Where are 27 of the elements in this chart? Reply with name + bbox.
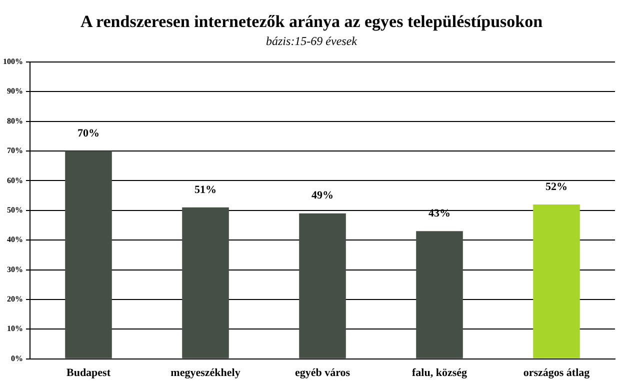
data-label: 51% <box>194 184 216 196</box>
bar <box>299 213 346 358</box>
x-tick-label: egyéb város <box>294 367 351 380</box>
x-tick-label: falu, község <box>412 367 468 380</box>
data-label: 52% <box>546 180 568 193</box>
bar <box>416 231 463 358</box>
y-tick-label: 30% <box>7 264 23 274</box>
bar <box>182 207 229 358</box>
data-label: 49% <box>312 190 334 202</box>
x-tick-label: országos átlag <box>523 367 590 380</box>
y-tick-label: 70% <box>7 146 23 156</box>
x-tick-label: megyeszékhely <box>170 367 241 380</box>
y-tick-label: 20% <box>7 294 23 304</box>
y-tick-label: 60% <box>7 176 23 185</box>
y-tick-label: 80% <box>7 116 23 126</box>
data-label: 70% <box>78 127 100 140</box>
y-tick-label: 0% <box>11 354 23 363</box>
chart-subtitle: bázis:15-69 évesek <box>265 34 358 49</box>
y-tick-label: 10% <box>7 324 23 334</box>
bar <box>533 204 580 358</box>
chart-title: A rendszeresen internetezők aránya az egyes településtípusokon <box>79 12 544 32</box>
y-tick-label: 40% <box>7 235 23 244</box>
x-tick-label: Budapest <box>66 367 111 380</box>
y-tick-label: 100% <box>3 57 23 66</box>
bar <box>65 151 112 358</box>
y-tick-label: 50% <box>7 205 23 214</box>
y-tick-label: 90% <box>7 86 23 96</box>
